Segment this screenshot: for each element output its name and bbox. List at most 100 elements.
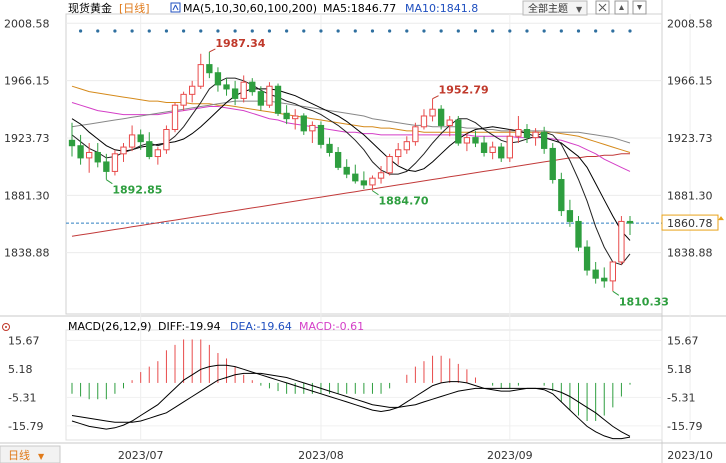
annotation-label: 1952.79 (439, 84, 489, 97)
candle-body (360, 180, 368, 186)
candle-body (146, 141, 153, 158)
candle-body (309, 124, 316, 132)
candle-body (120, 146, 127, 155)
event-marker-dot (353, 29, 357, 33)
macd-y-tick-right: 5.18 (667, 363, 692, 376)
event-marker-dot (508, 29, 512, 33)
crosshair-icon[interactable] (2, 323, 10, 331)
event-marker-dot (594, 29, 598, 33)
candle-body (601, 277, 608, 282)
annotation-label: 1892.85 (112, 184, 162, 197)
macd-y-tick-right: 15.67 (667, 334, 699, 347)
candle-body (300, 115, 307, 132)
candle-body (86, 151, 93, 159)
chevron-down-icon: ▼ (576, 5, 583, 14)
event-marker-dot (628, 29, 632, 33)
event-marker-dot (473, 29, 478, 33)
event-marker-dot (405, 29, 409, 33)
candle-body (592, 269, 599, 279)
period-label[interactable]: [日线] (119, 1, 150, 15)
candle-body (540, 131, 548, 149)
candle-body (463, 137, 471, 144)
macd-y-tick-left: -5.31 (8, 391, 36, 404)
candle-body (489, 146, 496, 153)
price-y-tick-right: 2008.58 (667, 17, 713, 30)
event-marker-dot (130, 29, 134, 33)
candle-body (506, 135, 513, 159)
event-marker-dot (422, 29, 426, 33)
candle-body (223, 84, 230, 90)
macd-dea-value: DEA:-19.64 (230, 320, 292, 333)
candle-body (343, 166, 350, 175)
candle-body (583, 246, 591, 271)
macd-diff-value: DIFF:-19.94 (158, 320, 221, 333)
event-marker-dot (233, 29, 237, 33)
price-y-tick-left: 2008.58 (4, 17, 50, 30)
candle-body (103, 161, 110, 172)
candle-body (352, 173, 359, 182)
annotation-pointer (106, 179, 113, 185)
macd-y-tick-left: 15.67 (8, 334, 40, 347)
candle-body (197, 64, 204, 87)
x-tick-label: 2023/08 (298, 449, 344, 462)
annotation-pointer (612, 290, 620, 296)
price-y-tick-left: 1966.15 (4, 75, 50, 88)
candle-body (231, 88, 239, 99)
price-y-tick-left: 1923.73 (4, 132, 50, 145)
candle-body (163, 129, 170, 151)
chevron-down-icon: ▼ (38, 452, 45, 461)
candle-body (326, 143, 333, 153)
event-marker-dot (250, 29, 254, 33)
macd-y-tick-left: 5.18 (8, 363, 33, 376)
event-marker-dot (491, 29, 495, 33)
event-marker-dot (559, 29, 563, 33)
theme-dropdown-label: 全部主题 (528, 2, 568, 15)
candle-body (523, 129, 531, 139)
candle-body (566, 210, 574, 222)
ma-settings-label[interactable]: MA(5,10,30,60,100,200) (183, 2, 317, 15)
candle-body (480, 142, 488, 153)
candle-body (68, 139, 76, 147)
x-tick-label: 2023/10 (667, 449, 713, 462)
event-marker-dot (542, 29, 546, 33)
candle-body (498, 146, 505, 159)
event-marker-dot (336, 29, 340, 33)
candle-body (77, 145, 84, 159)
candle-body (532, 131, 539, 139)
event-marker-dot (439, 29, 443, 33)
ma5-value: MA5:1846.77 (323, 2, 396, 15)
expand-icon[interactable] (632, 0, 647, 15)
macd-dea-line (71, 372, 631, 437)
candle-body (472, 137, 479, 144)
candle-body (94, 151, 101, 163)
period-tab[interactable]: 日线 ▼ (0, 445, 61, 463)
annotation-label: 1987.34 (215, 37, 265, 50)
candle-body (455, 119, 462, 144)
event-marker-dot (147, 29, 151, 33)
annotation-label: 1810.33 (619, 295, 669, 308)
price-annotations: 1987.34 1892.85 1884.70 1952.79 1810.33 (106, 37, 669, 308)
candle-body (171, 104, 179, 130)
close-icon[interactable] (595, 0, 610, 15)
axis-labels: 2008.58 2008.58 1966.15 1966.15 1923.73 1923.… (4, 17, 724, 462)
macd-panel (65, 329, 663, 441)
x-tick-label: 2023/07 (118, 449, 164, 462)
price-y-tick-right: 1881.30 (667, 189, 713, 202)
candle-body (334, 151, 342, 168)
candle-body (395, 149, 402, 158)
candle-body (137, 134, 144, 143)
macd-y-tick-left: -15.79 (8, 420, 43, 433)
event-marker-dot (96, 29, 100, 33)
candle-body (257, 91, 265, 106)
instrument-title: 现货黄金 (68, 1, 112, 15)
event-marker-dot (456, 29, 460, 33)
price-y-tick-right: 1923.73 (667, 132, 713, 145)
candle-body (412, 126, 419, 143)
macd-y-tick-right: -15.79 (667, 420, 702, 433)
collapse-icon[interactable] (614, 0, 629, 15)
ma30-line (71, 100, 631, 144)
candle-body (437, 108, 445, 126)
theme-dropdown[interactable]: 全部主题 ▼ (522, 0, 588, 16)
ma10-value: MA10:1841.8 (405, 2, 478, 15)
